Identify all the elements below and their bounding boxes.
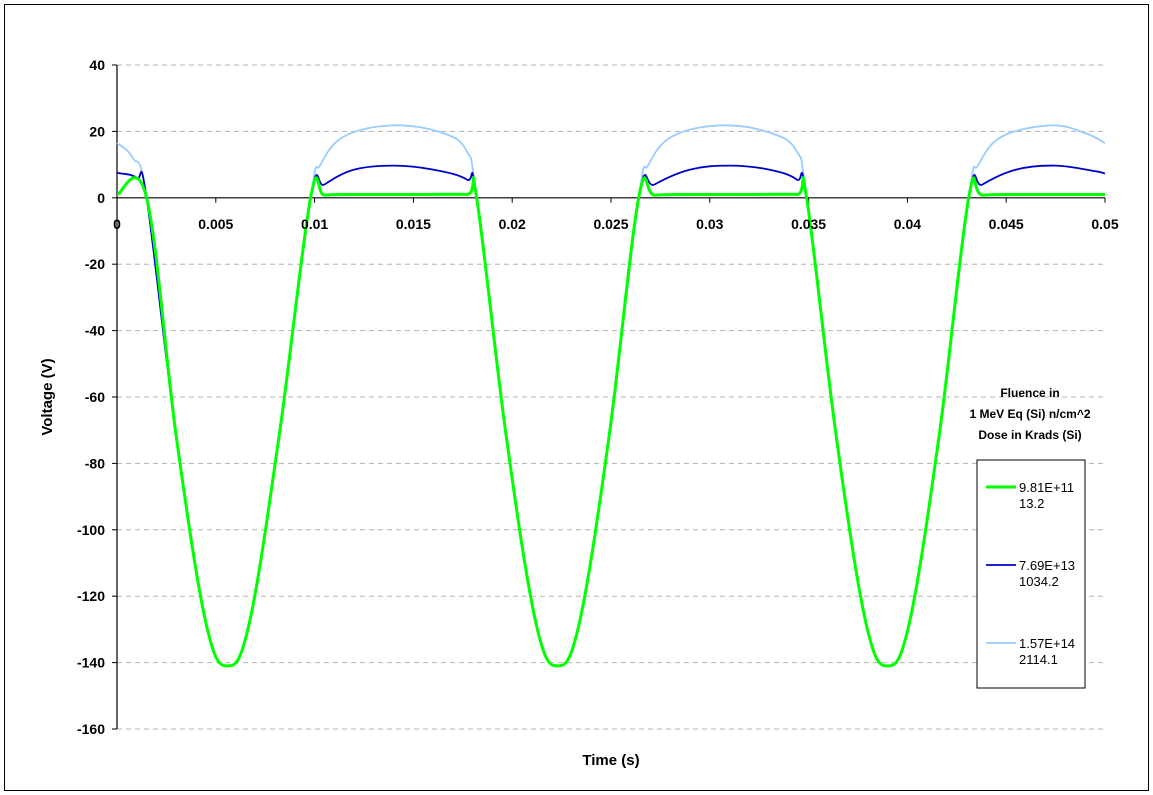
- legend-entry-3-dose: 2114.1: [1019, 652, 1058, 667]
- y-tick-label: -120: [77, 588, 105, 604]
- legend-entry-2-fluence: 7.69E+13: [1019, 558, 1075, 573]
- legend-entry-2-dose: 1034.2: [1019, 574, 1059, 589]
- y-tick-label: -140: [77, 655, 105, 671]
- legend-entry-1-dose: 13.2: [1019, 496, 1044, 511]
- x-tick-label: 0.01: [301, 216, 328, 232]
- x-tick-label: 0.035: [791, 216, 826, 232]
- legend-entry-1-fluence: 9.81E+11: [1019, 480, 1074, 495]
- y-tick-label: -40: [85, 323, 105, 339]
- legend-title-line-1: Fluence in: [1000, 386, 1059, 400]
- legend-title-line-2: 1 MeV Eq (Si) n/cm^2: [969, 407, 1090, 421]
- x-tick-labels: 0 0.005 0.01 0.015 0.02 0.025 0.03 0.035 0.04 0.0…: [113, 216, 1119, 232]
- x-tick-label: 0.045: [989, 216, 1024, 232]
- x-tick-label: 0.015: [396, 216, 431, 232]
- legend-title-line-3: Dose in Krads (Si): [978, 428, 1081, 442]
- legend-box: [976, 459, 1086, 689]
- x-tick-label: 0.05: [1091, 216, 1118, 232]
- gridlines: [112, 64, 1105, 730]
- y-tick-label: -60: [85, 389, 105, 405]
- x-tick-label: 0.03: [696, 216, 723, 232]
- y-tick-label: -80: [85, 455, 105, 471]
- x-axis-title: Time (s): [582, 752, 639, 769]
- x-tick-label: 0: [113, 216, 121, 232]
- y-tick-label: -100: [77, 522, 105, 538]
- series-line-3: [116, 124, 1106, 667]
- series-line-1: [116, 176, 1106, 668]
- y-tick-label: 0: [97, 190, 105, 206]
- y-tick-labels: 40 20 0 -20 -40 -60 -80 -100 -120 -140 -160: [77, 57, 105, 737]
- x-tick-label: 0.02: [499, 216, 526, 232]
- series-lines: [116, 124, 1106, 668]
- y-axis-title: Voltage (V): [39, 358, 56, 435]
- legend-entry-3-fluence: 1.57E+14: [1019, 636, 1075, 651]
- legend-title: Fluence in 1 MeV Eq (Si) n/cm^2 Dose in …: [969, 386, 1090, 442]
- y-tick-label: 20: [89, 123, 105, 139]
- axes: [116, 65, 1106, 729]
- y-tick-label: -160: [77, 721, 105, 737]
- x-tick-label: 0.04: [894, 216, 921, 232]
- y-tick-label: 40: [89, 57, 105, 73]
- x-tick-label: 0.005: [198, 216, 233, 232]
- y-tick-label: -20: [85, 256, 105, 272]
- x-tick-label: 0.025: [593, 216, 628, 232]
